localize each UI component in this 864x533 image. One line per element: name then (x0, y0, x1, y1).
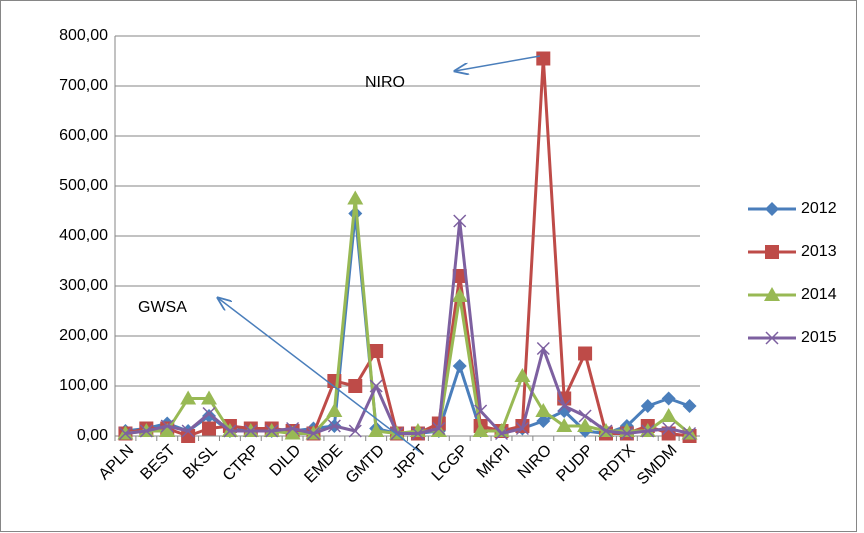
marker (244, 424, 258, 438)
marker (180, 390, 197, 405)
marker (578, 409, 592, 423)
marker (265, 424, 279, 438)
marker (223, 424, 237, 438)
legend: 2012 2013 2014 2015 (748, 200, 837, 346)
marker (347, 190, 364, 205)
marker (640, 399, 655, 413)
legend-label: 2014 (801, 286, 837, 303)
y-tick-label: 200,00 (59, 327, 108, 344)
marker (432, 421, 446, 436)
marker (369, 344, 384, 358)
marker (348, 379, 363, 393)
marker (159, 423, 176, 437)
marker (661, 391, 676, 406)
marker (536, 51, 551, 66)
legend-label: 2015 (801, 329, 837, 346)
marker (577, 418, 594, 432)
marker (453, 214, 467, 228)
marker (662, 421, 676, 436)
marker (472, 423, 489, 437)
marker (599, 424, 613, 438)
y-tick-label: 100,00 (59, 377, 108, 394)
marker (452, 359, 467, 373)
y-tick-label: 500,00 (59, 177, 108, 194)
marker (368, 423, 385, 437)
marker (682, 399, 697, 413)
marker (369, 379, 383, 393)
legend-marker (765, 202, 779, 216)
marker (556, 418, 573, 432)
legend-marker (765, 245, 779, 259)
marker (557, 399, 571, 413)
marker (535, 403, 552, 417)
marker (139, 424, 153, 438)
y-tick-label: 400,00 (59, 227, 108, 244)
marker (201, 390, 218, 405)
y-tick-label: 300,00 (59, 277, 108, 294)
legend-label: 2012 (801, 200, 837, 217)
marker (181, 429, 196, 443)
plot (117, 51, 698, 443)
legend-label: 2013 (801, 243, 837, 260)
marker (327, 419, 341, 433)
y-tick-label: 700,00 (59, 77, 108, 94)
marker (202, 406, 216, 421)
marker (536, 414, 551, 428)
marker (494, 426, 509, 441)
y-tick-label: 800,00 (59, 27, 108, 44)
marker (160, 419, 174, 433)
marker (683, 426, 697, 441)
marker (284, 425, 301, 440)
marker (515, 421, 529, 436)
marker (452, 269, 467, 283)
marker (451, 288, 468, 302)
annotation: GWSA (138, 299, 187, 316)
marker (202, 421, 217, 436)
marker (118, 426, 132, 441)
marker (181, 424, 195, 438)
marker (202, 409, 217, 423)
marker (578, 346, 593, 361)
marker (620, 426, 634, 441)
y-tick-label: 0,00 (77, 427, 108, 444)
marker (348, 424, 362, 438)
annotation-arrow (218, 298, 421, 453)
marker (660, 408, 677, 422)
legend-marker (765, 331, 779, 345)
marker (536, 341, 550, 356)
marker (326, 403, 343, 417)
series-line (125, 219, 690, 435)
annotation-arrow (455, 55, 541, 71)
marker (286, 421, 300, 436)
marker (411, 426, 425, 441)
marker (306, 426, 321, 441)
annotation: NIRO (365, 74, 405, 91)
marker (641, 424, 655, 438)
legend-marker (764, 287, 780, 301)
y-tick-label: 600,00 (59, 127, 108, 144)
marker (514, 368, 531, 382)
marker (474, 404, 488, 418)
